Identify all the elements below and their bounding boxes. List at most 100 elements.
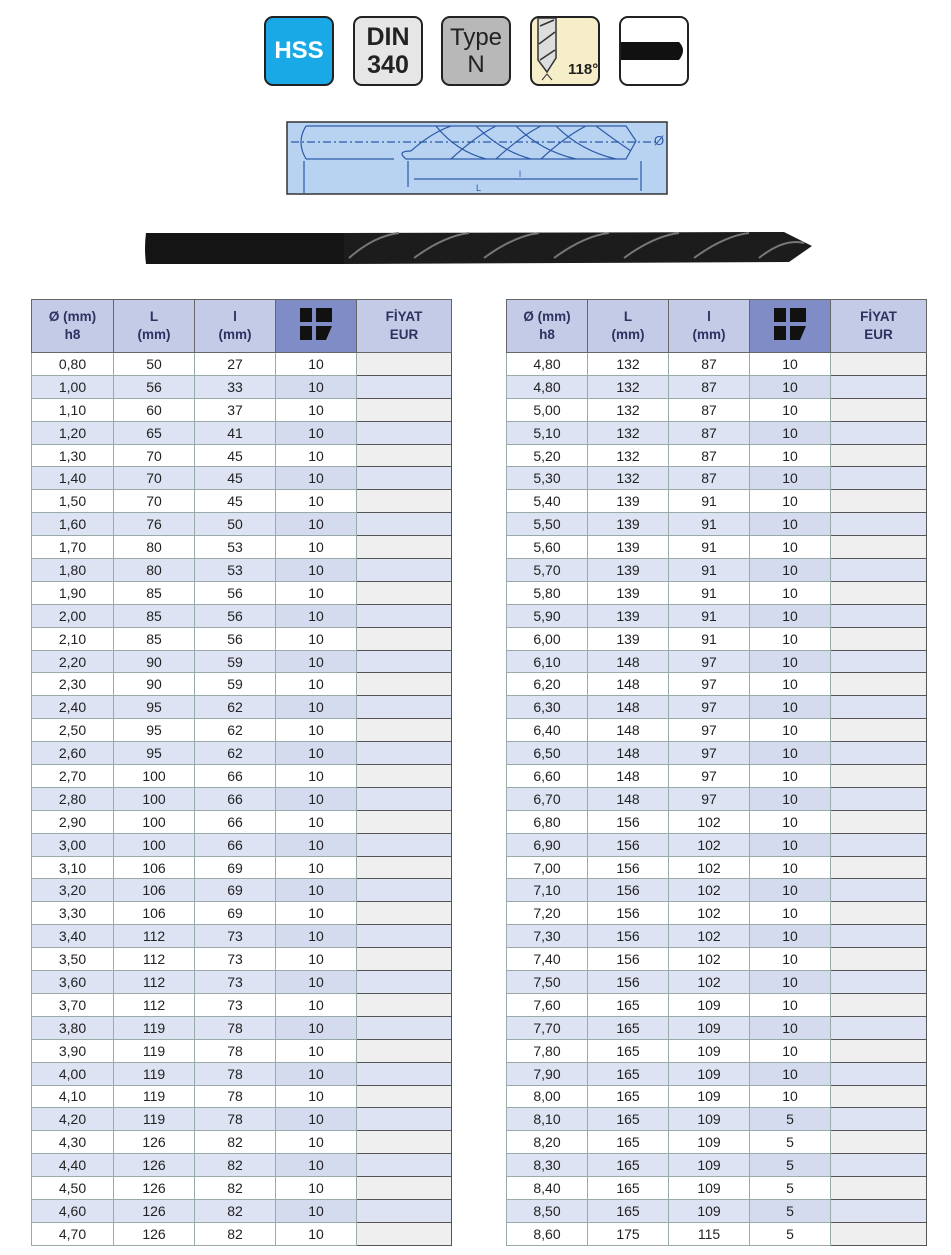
total-length-cell: 165 bbox=[587, 1061, 669, 1086]
flute-length-cell: 45 bbox=[194, 466, 276, 491]
package-quantity-cell: 10 bbox=[749, 1015, 831, 1040]
total-length-cell: 156 bbox=[587, 855, 669, 880]
diameter-cell: 7,20 bbox=[506, 901, 588, 926]
price-cell bbox=[356, 489, 452, 514]
package-quantity-cell: 10 bbox=[275, 558, 357, 582]
total-length-header: L (mm) bbox=[113, 299, 195, 353]
table-row: 4,30 126 82 10 bbox=[31, 1130, 452, 1155]
total-length-cell: 112 bbox=[113, 992, 195, 1017]
price-cell bbox=[830, 1130, 927, 1155]
package-quantity-cell: 5 bbox=[749, 1153, 831, 1178]
package-quantity-cell: 5 bbox=[749, 1130, 831, 1155]
flute-length-cell: 66 bbox=[194, 832, 276, 857]
flute-length-cell: 97 bbox=[668, 672, 750, 697]
package-quantity-cell: 10 bbox=[275, 832, 357, 857]
price-cell bbox=[830, 1038, 927, 1063]
price-cell bbox=[830, 558, 927, 582]
diameter-cell: 3,50 bbox=[31, 947, 114, 972]
price-cell bbox=[356, 695, 452, 720]
total-length-cell: 156 bbox=[587, 809, 669, 834]
table-row: 3,90 119 78 10 bbox=[31, 1038, 452, 1063]
total-length-cell: 126 bbox=[113, 1130, 195, 1155]
package-quantity-cell: 10 bbox=[275, 924, 357, 949]
price-cell bbox=[356, 420, 452, 445]
table-row: 3,70 112 73 10 bbox=[31, 992, 452, 1017]
package-quantity-cell: 10 bbox=[275, 741, 357, 766]
flute-length-cell: 69 bbox=[194, 901, 276, 926]
diameter-cell: 6,40 bbox=[506, 718, 588, 743]
diameter-cell: 1,50 bbox=[31, 489, 114, 514]
flute-length-cell: 37 bbox=[194, 397, 276, 422]
flute-length-cell: 62 bbox=[194, 741, 276, 766]
total-length-cell: 95 bbox=[113, 741, 195, 766]
diameter-cell: 1,30 bbox=[31, 443, 114, 468]
package-quantity-cell: 10 bbox=[275, 672, 357, 697]
table-row: 5,60 139 91 10 bbox=[506, 535, 927, 560]
price-cell bbox=[830, 695, 927, 720]
price-cell bbox=[830, 924, 927, 949]
shank-badge bbox=[619, 16, 689, 86]
diameter-cell: 6,60 bbox=[506, 764, 588, 788]
table-row: 7,40 156 102 10 bbox=[506, 947, 927, 972]
flute-length-cell: 109 bbox=[668, 1130, 750, 1155]
package-quantity-cell: 10 bbox=[275, 1198, 357, 1223]
package-quantity-cell: 10 bbox=[749, 489, 831, 514]
drill-tip-icon bbox=[537, 18, 557, 81]
table-row: 5,80 139 91 10 bbox=[506, 580, 927, 605]
price-cell bbox=[830, 603, 927, 628]
flute-length-cell: 97 bbox=[668, 718, 750, 743]
table-row: 5,90 139 91 10 bbox=[506, 603, 927, 628]
table-row: 6,10 148 97 10 bbox=[506, 649, 927, 674]
total-length-cell: 100 bbox=[113, 764, 195, 788]
table-row: 6,60 148 97 10 bbox=[506, 764, 927, 788]
diameter-cell: 3,70 bbox=[31, 992, 114, 1017]
package-quantity-cell: 10 bbox=[749, 970, 831, 994]
price-cell bbox=[356, 924, 452, 949]
package-quantity-cell: 10 bbox=[275, 992, 357, 1017]
flute-length-cell: 78 bbox=[194, 1038, 276, 1063]
standard-label: DIN bbox=[366, 22, 410, 51]
flute-length-cell: 62 bbox=[194, 718, 276, 743]
total-length-cell: 100 bbox=[113, 832, 195, 857]
package-quantity-cell: 10 bbox=[749, 603, 831, 628]
package-quantity-cell: 10 bbox=[275, 1084, 357, 1109]
total-length-cell: 100 bbox=[113, 809, 195, 834]
total-length-cell: 165 bbox=[587, 1130, 669, 1155]
table-row: 7,70 165 109 10 bbox=[506, 1015, 927, 1040]
flute-length-cell: 91 bbox=[668, 558, 750, 582]
flute-length-cell: 97 bbox=[668, 764, 750, 788]
flute-length-cell: 102 bbox=[668, 855, 750, 880]
diameter-cell: 5,50 bbox=[506, 512, 588, 537]
flute-length-cell: 109 bbox=[668, 1176, 750, 1200]
price-cell bbox=[356, 970, 452, 994]
diameter-cell: 3,60 bbox=[31, 970, 114, 994]
flute-length-cell: 78 bbox=[194, 1107, 276, 1132]
package-quantity-cell: 10 bbox=[275, 764, 357, 788]
package-quantity-cell: 10 bbox=[749, 878, 831, 903]
price-cell bbox=[356, 397, 452, 422]
price-cell bbox=[356, 603, 452, 628]
table-row: 4,80 132 87 10 bbox=[506, 374, 927, 399]
table-row: 2,40 95 62 10 bbox=[31, 695, 452, 720]
package-quantity-cell: 10 bbox=[275, 786, 357, 811]
total-length-cell: 139 bbox=[587, 512, 669, 537]
price-cell bbox=[356, 809, 452, 834]
table-row: 2,30 90 59 10 bbox=[31, 672, 452, 697]
table-row: 2,60 95 62 10 bbox=[31, 741, 452, 766]
diameter-cell: 3,30 bbox=[31, 901, 114, 926]
total-length-cell: 85 bbox=[113, 603, 195, 628]
flute-length-cell: 41 bbox=[194, 420, 276, 445]
total-length-cell: 119 bbox=[113, 1107, 195, 1132]
din-badge: DIN 340 bbox=[353, 16, 423, 86]
flute-length-cell: 87 bbox=[668, 352, 750, 376]
flute-length-cell: 56 bbox=[194, 603, 276, 628]
diameter-cell: 4,20 bbox=[31, 1107, 114, 1132]
diameter-cell: 5,60 bbox=[506, 535, 588, 560]
total-length-cell: 126 bbox=[113, 1176, 195, 1200]
price-cell bbox=[830, 947, 927, 972]
flute-length-cell: 62 bbox=[194, 695, 276, 720]
total-length-cell: 165 bbox=[587, 1107, 669, 1132]
table-row: 5,20 132 87 10 bbox=[506, 443, 927, 468]
flute-length-cell: 97 bbox=[668, 649, 750, 674]
diameter-cell: 4,70 bbox=[31, 1221, 114, 1246]
